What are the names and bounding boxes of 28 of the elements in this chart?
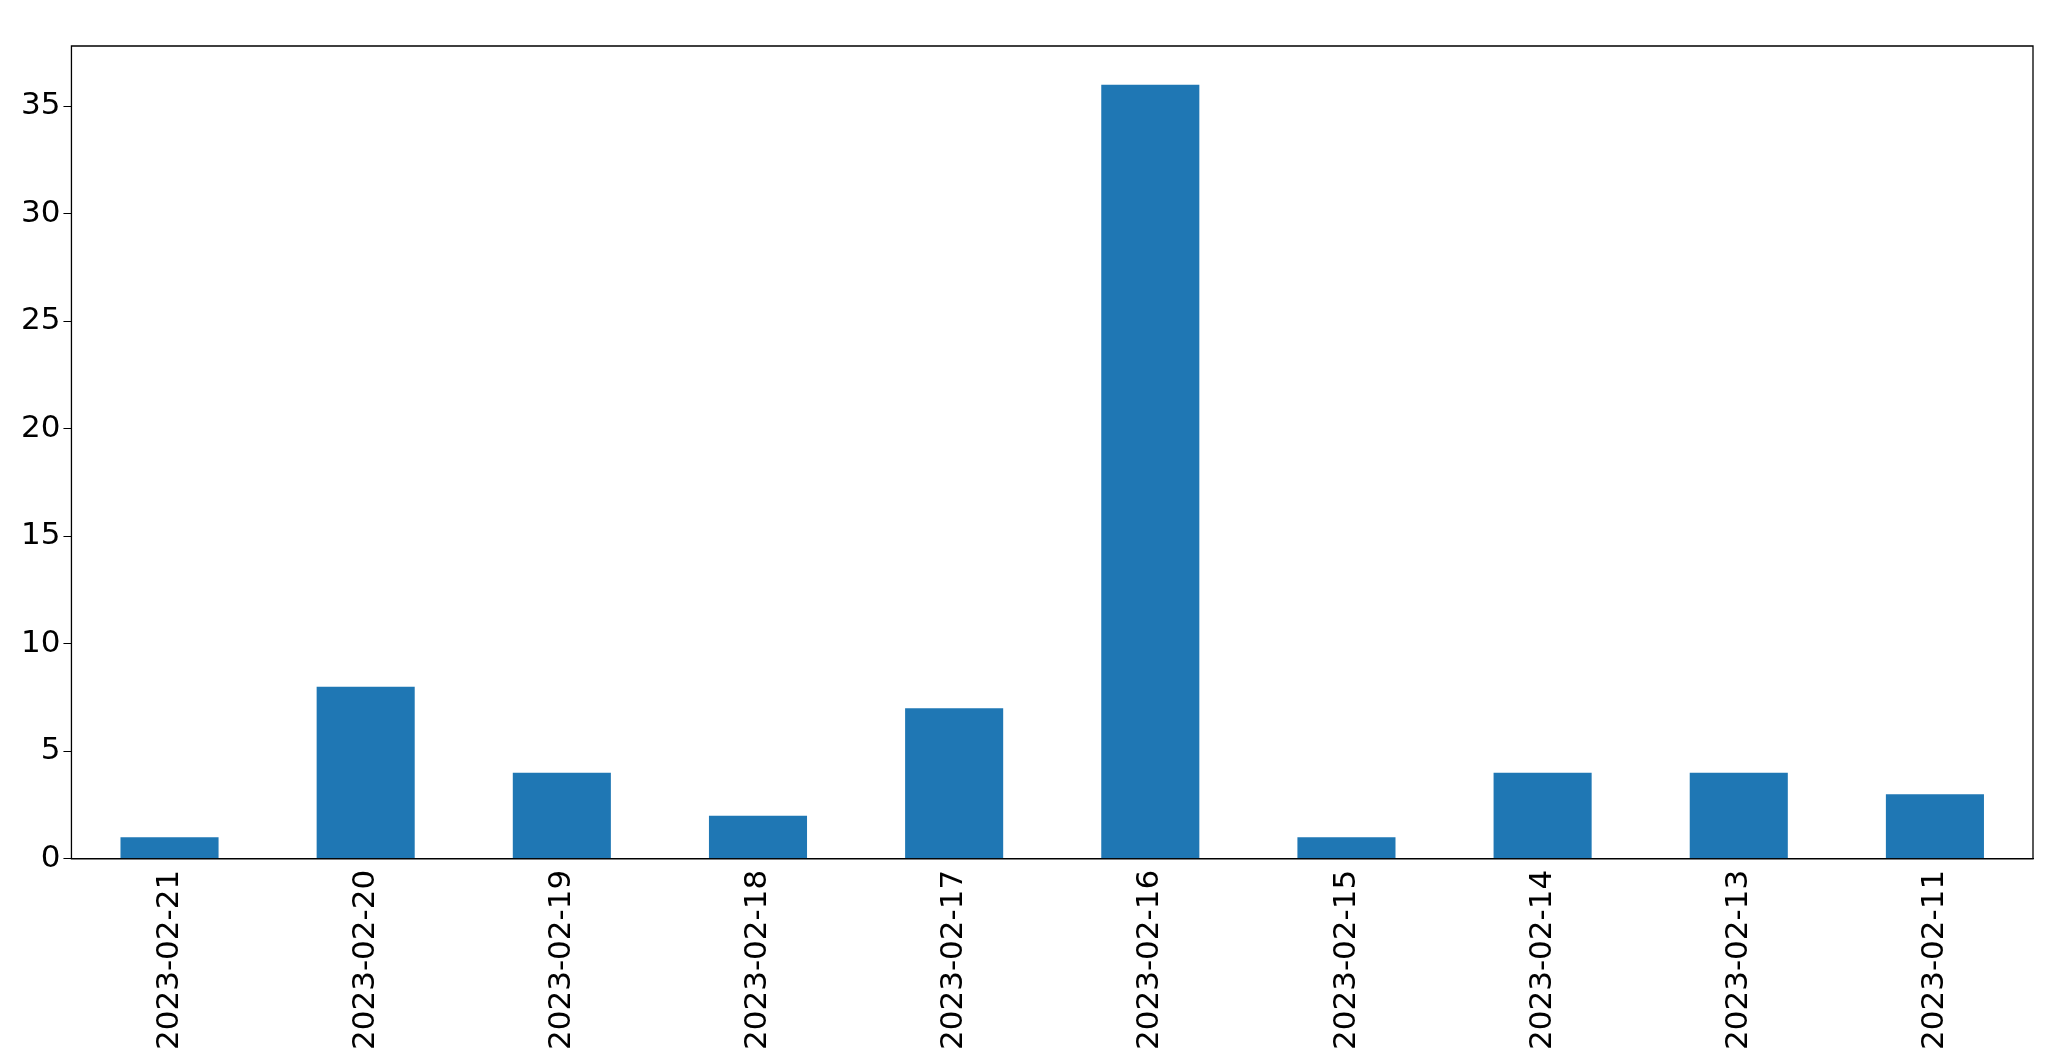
x-tick-label: 2023-02-15 bbox=[1325, 869, 1362, 1051]
bar bbox=[1885, 794, 1984, 859]
x-tick-label: 2023-02-14 bbox=[1521, 869, 1558, 1051]
y-tick-label: 0 bbox=[40, 837, 61, 874]
x-tick-label: 2023-02-17 bbox=[933, 869, 970, 1051]
x-tick-label: 2023-02-20 bbox=[344, 869, 381, 1051]
bar bbox=[512, 772, 611, 859]
y-tick-label: 10 bbox=[20, 622, 61, 659]
bar bbox=[1101, 84, 1200, 859]
bar bbox=[1297, 837, 1396, 859]
bar bbox=[316, 686, 415, 859]
y-tick-label: 30 bbox=[20, 192, 61, 229]
y-tick-label: 15 bbox=[20, 515, 61, 552]
x-tick-label: 2023-02-11 bbox=[1913, 869, 1950, 1051]
x-tick-label: 2023-02-13 bbox=[1717, 869, 1754, 1051]
x-tick-label: 2023-02-18 bbox=[737, 869, 774, 1051]
bar bbox=[120, 837, 219, 859]
y-tick-label: 20 bbox=[20, 407, 61, 444]
bar bbox=[905, 708, 1004, 859]
x-tick-label: 2023-02-16 bbox=[1129, 869, 1166, 1051]
y-tick-label: 35 bbox=[20, 85, 61, 122]
y-tick-label: 25 bbox=[20, 300, 61, 337]
y-tick-label: 5 bbox=[40, 730, 61, 767]
x-tick-label: 2023-02-19 bbox=[540, 869, 577, 1051]
bar bbox=[1493, 772, 1592, 859]
bar bbox=[1689, 772, 1788, 859]
bar bbox=[708, 815, 808, 859]
x-tick-label: 2023-02-21 bbox=[148, 869, 185, 1051]
